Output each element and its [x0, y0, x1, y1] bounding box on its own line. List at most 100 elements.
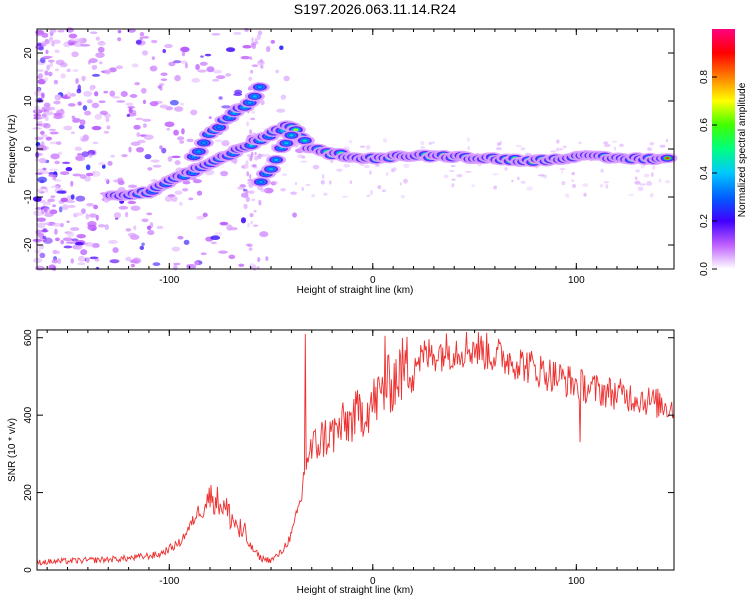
spectrogram-noise-blob — [242, 45, 252, 49]
spectrogram-noise-blob — [265, 256, 269, 261]
spectrogram-noise-blob — [517, 176, 520, 181]
spectrogram-noise-blob — [192, 179, 202, 184]
spectrogram-noise-blob — [240, 55, 251, 60]
spectrogram-noise-blob — [263, 187, 274, 194]
spectrogram-noise-blob — [89, 85, 95, 91]
spectrogram-noise-blob — [204, 53, 212, 57]
spectrogram-noise-blob — [647, 147, 651, 151]
spectrogram-noise-blob — [420, 146, 426, 149]
spectrogram-noise-blob — [341, 195, 348, 198]
spectrogram-noise-blob — [330, 160, 334, 164]
spectrogram-noise-blob — [495, 147, 502, 151]
spectrogram-ridge-cell — [293, 128, 299, 131]
spectrogram-noise-blob — [99, 61, 103, 65]
spectrogram-noise-blob — [250, 151, 254, 158]
spectrogram-noise-blob — [385, 171, 389, 176]
spectrogram-noise-blob — [91, 64, 98, 70]
spectrogram-noise-blob — [178, 201, 183, 206]
spectrogram-noise-blob — [152, 164, 162, 168]
spectrogram-noise-blob — [174, 160, 181, 166]
spectrogram-y-tick-label: 0 — [23, 146, 34, 152]
spectrogram-noise-blob — [38, 244, 45, 250]
spectrogram-noise-blob — [492, 173, 499, 176]
spectrogram-noise-blob — [160, 78, 168, 82]
spectrogram-noise-blob — [88, 213, 97, 218]
spectrogram-noise-blob — [52, 204, 56, 208]
spectrogram-noise-blob — [635, 169, 641, 173]
spectrogram-noise-blob — [613, 146, 617, 151]
spectrogram-ridge-cell — [247, 101, 252, 104]
spectrogram-noise-blob — [214, 232, 223, 236]
spectrogram-noise-blob — [37, 42, 42, 47]
spectrogram-noise-blob — [36, 69, 44, 72]
spectrogram-noise-blob — [42, 235, 47, 240]
spectrogram-noise-blob — [343, 163, 351, 168]
spectrogram-noise-blob — [511, 179, 514, 183]
spectrogram-x-axis-label: Height of straight line (km) — [297, 285, 414, 296]
spectrogram-noise-blob — [38, 73, 44, 79]
spectrogram-noise-blob — [259, 231, 269, 238]
spectrogram-noise-blob — [116, 100, 126, 103]
spectrogram-noise-blob — [69, 37, 80, 42]
colorbar-label: Normalized spectral amplitude — [737, 82, 748, 217]
spectrogram-noise-blob — [249, 173, 252, 180]
spectrogram-noise-blob — [465, 170, 472, 173]
spectrogram-noise-blob — [95, 214, 99, 221]
spectrogram-noise-blob — [131, 63, 139, 68]
spectrogram-noise-blob — [264, 153, 271, 158]
colorbar-gradient — [712, 29, 735, 269]
spectrogram-noise-blob — [129, 234, 140, 240]
spectrogram-noise-blob — [124, 211, 129, 218]
spectrogram-noise-blob — [125, 102, 134, 106]
spectrogram-noise-blob — [83, 90, 93, 97]
spectrogram-noise-blob — [349, 180, 352, 184]
spectrogram-noise-blob — [92, 141, 99, 145]
spectrogram-noise-blob — [245, 189, 249, 194]
spectrogram-noise-blob — [232, 31, 242, 35]
spectrogram-noise-blob — [141, 50, 149, 56]
spectrogram-noise-blob — [612, 140, 618, 143]
spectrogram-noise-blob — [98, 100, 106, 104]
spectrogram-noise-blob — [245, 160, 249, 166]
spectrogram-noise-blob — [467, 137, 470, 143]
snr-y-tick-label: 0 — [23, 567, 34, 573]
spectrogram-noise-blob — [142, 99, 147, 105]
snr-line-group — [36, 331, 674, 566]
spectrogram-ridge-cell — [258, 180, 264, 184]
spectrogram-noise-blob — [471, 184, 475, 188]
spectrogram-noise-blob — [559, 148, 563, 151]
spectrogram-noise-blob — [443, 174, 449, 179]
spectrogram-noise-blob — [210, 241, 217, 245]
snr-x-tick-label: 0 — [370, 576, 376, 587]
spectrogram-noise-blob — [112, 96, 120, 99]
spectrogram-noise-blob — [237, 186, 245, 190]
spectrogram-noise-blob — [634, 176, 638, 181]
spectrogram-noise-blob — [37, 78, 46, 85]
spectrogram-noise-blob — [71, 115, 76, 119]
spectrogram-noise-blob — [603, 181, 610, 184]
spectrogram-noise-blob — [300, 160, 308, 163]
spectrogram-noise-blob — [113, 212, 122, 219]
spectrogram-noise-blob — [128, 107, 133, 114]
spectrogram-noise-blob — [105, 117, 110, 123]
spectrogram-noise-blob — [249, 213, 254, 218]
spectrogram-noise-blob — [279, 45, 284, 51]
spectrogram-noise-blob — [133, 124, 141, 130]
spectrogram-noise-blob — [41, 134, 48, 138]
spectrogram-noise-blob — [206, 66, 215, 73]
spectrogram-noise-blob — [40, 57, 46, 64]
spectrogram-noise-blob — [97, 41, 106, 46]
spectrogram-noise-blob — [52, 39, 61, 44]
spectrogram-noise-blob — [136, 132, 141, 137]
spectrogram-noise-blob — [75, 195, 86, 202]
spectrogram-noise-blob — [272, 180, 278, 186]
spectrogram-ridge-cell — [284, 142, 289, 145]
spectrogram-ridge — [102, 82, 678, 202]
spectrogram-noise-blob — [365, 144, 371, 150]
spectrogram-noise-blob — [561, 181, 566, 186]
spectrogram-noise-blob — [253, 210, 257, 213]
spectrogram-noise-blob — [456, 173, 463, 178]
spectrogram-noise-blob — [49, 131, 59, 135]
spectrogram-noise-blob — [270, 39, 276, 44]
spectrogram-noise-blob — [48, 128, 57, 132]
